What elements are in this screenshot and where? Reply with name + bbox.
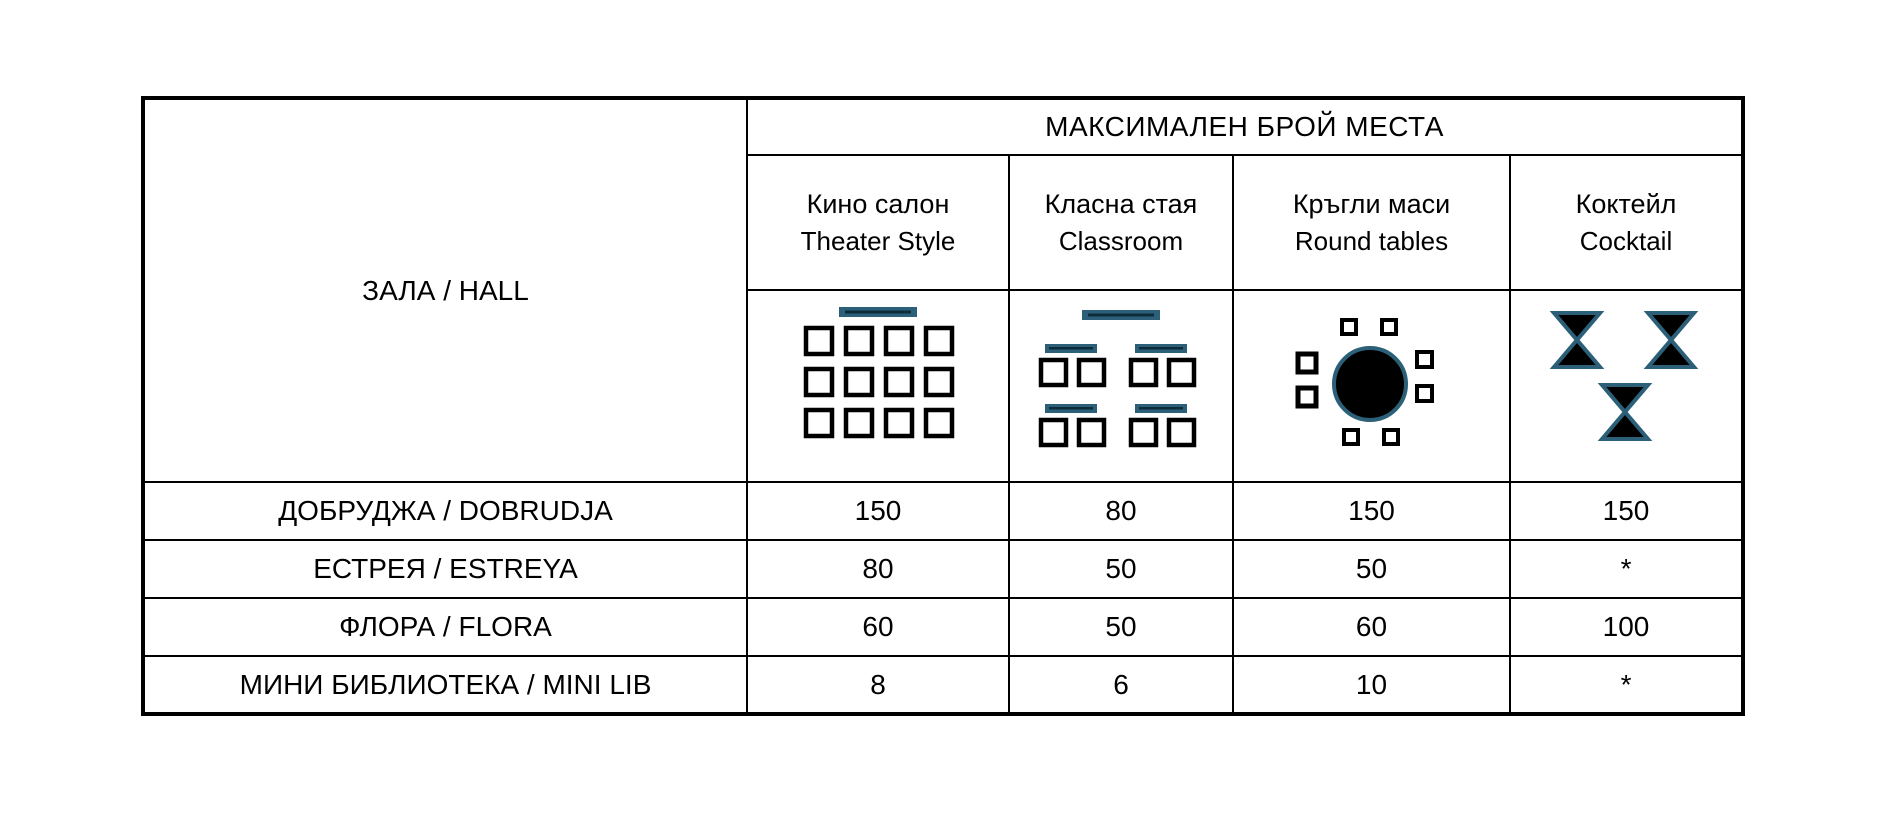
table-row: ДОБРУДЖА / DOBRUDJA 150 80 150 150 — [142, 481, 1745, 541]
column-header-bg-label: Класна стая — [1044, 188, 1198, 219]
capacity-cell: * — [1508, 539, 1745, 599]
capacity-cell: 80 — [1008, 481, 1234, 541]
column-header-classroom: Класна стая Classroom — [1008, 154, 1234, 291]
cocktail-icon-cell — [1508, 289, 1745, 483]
hall-name-cell: ДОБРУДЖА / DOBRUDJA — [142, 481, 748, 541]
hall-capacity-table: ЗАЛА / HALL МАКСИМАЛЕН БРОЙ МЕСТА Кино с… — [141, 96, 1746, 716]
capacity-cell: 50 — [1008, 597, 1234, 657]
round-tables-icon-cell — [1232, 289, 1511, 483]
hall-column-header: ЗАЛА / HALL — [142, 97, 748, 483]
capacity-cell: 150 — [1232, 481, 1511, 541]
capacity-cell: 50 — [1232, 539, 1511, 599]
capacity-cell: 6 — [1008, 655, 1234, 715]
column-header-bg-label: Кръгли маси — [1292, 188, 1451, 219]
theater-style-icon-cell — [746, 289, 1010, 483]
hall-name-cell: ФЛОРА / FLORA — [142, 597, 748, 657]
header-title-row: ЗАЛА / HALL МАКСИМАЛЕН БРОЙ МЕСТА — [142, 97, 1745, 483]
column-header-en-label: Theater Style — [800, 226, 956, 257]
capacity-cell: 100 — [1508, 597, 1745, 657]
capacity-cell: 10 — [1232, 655, 1511, 715]
column-header-round-tables: Кръгли маси Round tables — [1232, 154, 1511, 291]
column-header-cocktail: Коктейл Cocktail — [1508, 154, 1745, 291]
capacity-cell: 8 — [746, 655, 1010, 715]
round-tables-icon — [1295, 317, 1434, 446]
table-row: ЕСТРЕЯ / ESTREYA 80 50 50 * — [142, 539, 1745, 599]
header-icons-row — [143, 289, 1745, 483]
column-header-bg-label: Коктейл — [1575, 188, 1677, 219]
table-row: ФЛОРА / FLORA 60 50 60 100 — [142, 597, 1745, 657]
column-header-en-label: Round tables — [1294, 226, 1449, 257]
capacity-cell: 60 — [746, 597, 1010, 657]
capacity-cell: 150 — [1508, 481, 1745, 541]
hall-name-cell: МИНИ БИБЛИОТЕКА / MINI LIB — [142, 655, 748, 715]
capacity-cell: 150 — [746, 481, 1010, 541]
classroom-icon-cell — [1008, 289, 1234, 483]
table-row: МИНИ БИБЛИОТЕКА / MINI LIB 8 6 10 * — [142, 655, 1745, 715]
cocktail-icon — [1549, 310, 1699, 441]
capacity-cell: 80 — [746, 539, 1010, 599]
capacity-cell: 50 — [1008, 539, 1234, 599]
capacity-cell: * — [1508, 655, 1745, 715]
max-seats-header: МАКСИМАЛЕН БРОЙ МЕСТА — [745, 97, 1745, 156]
hall-name-cell: ЕСТРЕЯ / ESTREYA — [142, 539, 748, 599]
theater-style-icon — [803, 306, 955, 438]
column-header-bg-label: Кино салон — [806, 188, 950, 219]
capacity-cell: 60 — [1232, 597, 1511, 657]
classroom-icon — [1038, 309, 1197, 447]
column-header-en-label: Cocktail — [1579, 226, 1673, 257]
header-names-row: Кино салон Theater Style Класна стая Cla… — [143, 154, 1745, 291]
column-header-en-label: Classroom — [1058, 226, 1184, 257]
column-header-theater-style: Кино салон Theater Style — [746, 154, 1010, 291]
